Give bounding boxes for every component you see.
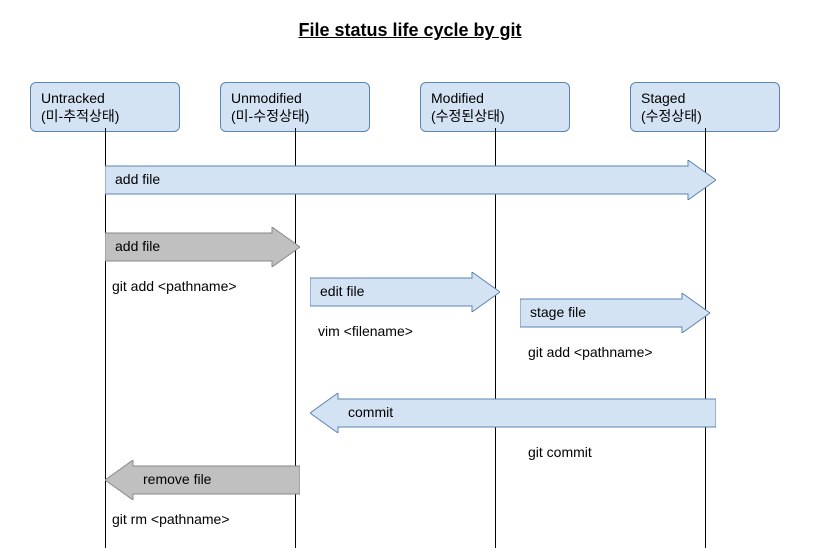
status-label-ko: (미-추적상태)	[41, 107, 169, 125]
status-label-en: Unmodified	[231, 89, 359, 107]
arrow-label: stage file	[530, 304, 586, 320]
arrow-label: commit	[348, 404, 393, 420]
arrow-command: git rm <pathname>	[112, 511, 230, 527]
status-label-ko: (수정된상태)	[431, 107, 559, 125]
status-label-ko: (수정상태)	[641, 107, 769, 125]
arrow-shape-icon	[105, 160, 716, 200]
arrow-edit-file: edit file	[310, 272, 500, 312]
arrow-remove-file: remove file	[105, 460, 300, 500]
status-staged: Staged(수정상태)	[630, 82, 780, 132]
status-label-en: Untracked	[41, 89, 169, 107]
status-label-ko: (미-수정상태)	[231, 107, 359, 125]
arrow-stage-file: stage file	[520, 293, 710, 333]
arrow-commit: commit	[310, 393, 716, 433]
arrow-command: git add <pathname>	[112, 278, 237, 294]
status-modified: Modified(수정된상태)	[420, 82, 570, 132]
diagram-title: File status life cycle by git	[298, 20, 521, 41]
status-unmodified: Unmodified(미-수정상태)	[220, 82, 370, 132]
arrow-command: vim <filename>	[318, 323, 413, 339]
arrow-label: add file	[115, 171, 160, 187]
arrow-label: add file	[115, 238, 160, 254]
status-untracked: Untracked(미-추적상태)	[30, 82, 180, 132]
arrow-label: edit file	[320, 283, 364, 299]
arrow-add-file-full: add file	[105, 160, 716, 200]
arrow-label: remove file	[143, 471, 211, 487]
status-label-en: Staged	[641, 89, 769, 107]
status-label-en: Modified	[431, 89, 559, 107]
arrow-command: git add <pathname>	[528, 344, 653, 360]
arrow-command: git commit	[528, 444, 592, 460]
arrow-add-file-short: add file	[105, 227, 300, 267]
